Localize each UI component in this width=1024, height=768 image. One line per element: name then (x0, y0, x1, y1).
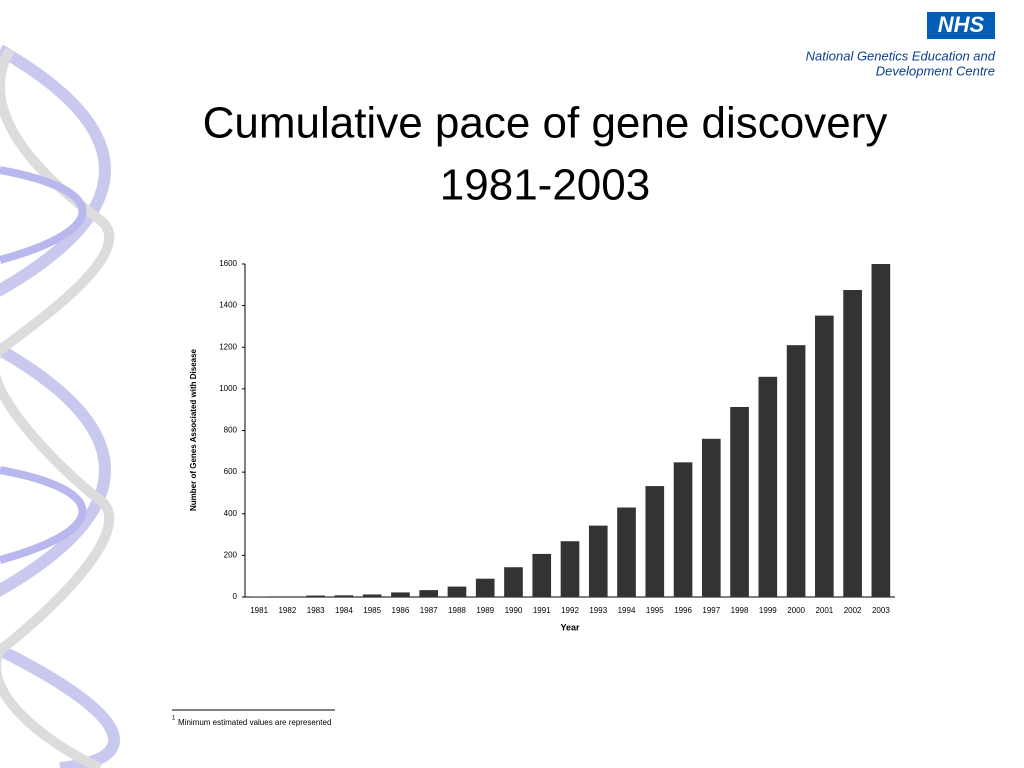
y-tick-label: 1400 (219, 301, 237, 310)
bar (645, 486, 665, 597)
bar (871, 264, 891, 597)
bar (786, 345, 806, 597)
footnote-marker: 1 (172, 716, 176, 722)
slide-title: Cumulative pace of gene discovery (203, 99, 888, 148)
footnote: Minimum estimated values are represented (178, 718, 331, 727)
x-tick-label: 1985 (363, 606, 381, 615)
x-tick-label: 1988 (448, 606, 466, 615)
bar (673, 462, 693, 597)
bar (730, 406, 749, 597)
y-tick-label: 400 (224, 509, 238, 518)
x-tick-label: 1997 (702, 606, 720, 615)
bar (419, 590, 439, 597)
bar (334, 595, 354, 597)
bar (447, 586, 467, 597)
x-tick-label: 1990 (505, 606, 523, 615)
bar (504, 567, 523, 597)
x-tick-label: 1989 (476, 606, 494, 615)
x-tick-label: 1993 (589, 606, 607, 615)
x-tick-label: 2001 (815, 606, 833, 615)
x-tick-label: 1984 (335, 606, 353, 615)
bar (306, 595, 325, 597)
y-tick-label: 800 (224, 426, 238, 435)
bar (701, 438, 721, 597)
org-name: Development Centre (876, 63, 995, 78)
y-tick-label: 1600 (219, 259, 237, 268)
org-name: National Genetics Education and (806, 48, 996, 63)
y-axis-label: Number of Genes Associated with Disease (189, 348, 198, 511)
y-tick-label: 0 (233, 592, 238, 601)
x-tick-label: 1982 (278, 606, 296, 615)
x-tick-label: 1998 (731, 606, 749, 615)
bar (617, 507, 636, 597)
bar (843, 290, 862, 597)
x-tick-label: 1992 (561, 606, 579, 615)
dna-decoration (0, 44, 120, 768)
logo: NHS (938, 12, 985, 37)
x-tick-label: 1995 (646, 606, 664, 615)
x-tick-label: 1996 (674, 606, 692, 615)
slide-title: 1981-2003 (440, 161, 650, 210)
x-tick-label: 2003 (872, 606, 890, 615)
bar (588, 525, 608, 597)
bar (758, 376, 778, 597)
bar (560, 541, 580, 597)
bar (391, 592, 410, 597)
x-tick-label: 1991 (533, 606, 551, 615)
y-tick-label: 200 (224, 550, 238, 559)
x-tick-label: 1981 (250, 606, 268, 615)
x-tick-label: 1987 (420, 606, 438, 615)
y-tick-label: 600 (224, 467, 238, 476)
x-axis-label: Year (560, 622, 580, 632)
x-tick-label: 1999 (759, 606, 777, 615)
bar (815, 315, 834, 597)
bar (532, 553, 552, 597)
bar (475, 578, 495, 597)
x-tick-label: 1986 (392, 606, 410, 615)
logo-box (927, 12, 995, 39)
y-tick-label: 1200 (219, 342, 237, 351)
bar (362, 594, 382, 597)
y-tick-label: 1000 (219, 384, 237, 393)
x-tick-label: 2000 (787, 606, 805, 615)
x-tick-label: 2002 (844, 606, 862, 615)
x-tick-label: 1994 (618, 606, 636, 615)
bar (278, 596, 297, 597)
x-tick-label: 1983 (307, 606, 325, 615)
